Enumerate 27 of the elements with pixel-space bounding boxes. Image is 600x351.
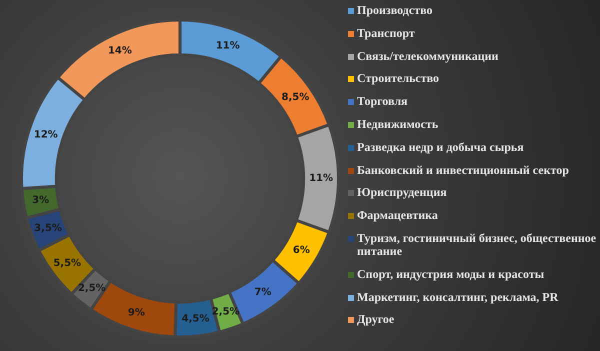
legend-label: Разведка недр и добыча сырья: [357, 140, 524, 154]
data-label: 7%: [254, 287, 272, 298]
data-label: 11%: [216, 40, 240, 52]
legend-label: Производство: [357, 3, 432, 17]
data-label: 14%: [108, 45, 132, 56]
legend-label: Фармацевтика: [357, 208, 438, 222]
data-label: 6%: [292, 244, 310, 256]
legend-label: Туризм, гостиничный бизнес, общественное питание: [357, 230, 598, 258]
legend-label: Недвижимость: [357, 116, 438, 131]
data-label: 3%: [32, 195, 50, 206]
data-label: 4,5%: [182, 313, 210, 324]
data-label: 8,5%: [282, 92, 310, 103]
legend-label: Связь/телекоммуникации: [357, 48, 498, 63]
legend-label: Банковский и инвестиционный сектор: [357, 162, 569, 177]
data-label: 11%: [309, 173, 334, 184]
data-label: 3,5%: [34, 222, 62, 234]
legend-label: Другое: [357, 312, 394, 326]
data-label: 5,5%: [53, 258, 82, 269]
legend-label: Маркетинг, консалтинг, реклама, PR: [357, 290, 558, 304]
legend-label: Юриспруденция: [357, 185, 447, 200]
data-label: 12%: [34, 130, 58, 140]
legend-label: Торговля: [357, 94, 408, 108]
legend-label: Спорт, индустрия моды и красоты: [357, 266, 544, 281]
legend-label: Транспорт: [357, 26, 415, 40]
data-label: 2,5%: [78, 283, 106, 294]
legend-label: Строительство: [357, 71, 440, 86]
data-label: 9%: [128, 307, 145, 318]
